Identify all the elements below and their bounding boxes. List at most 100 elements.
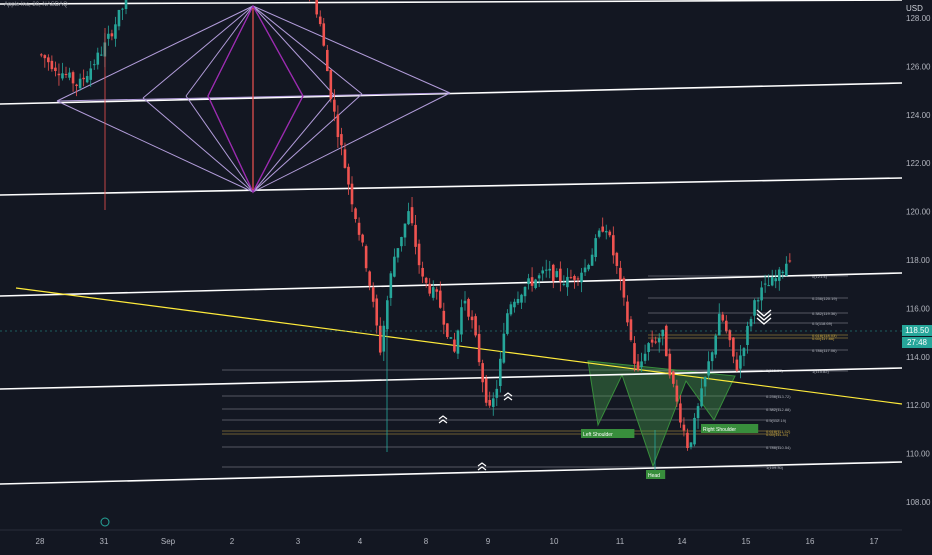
candle-body [463, 300, 467, 304]
support-resistance-layer[interactable] [0, 0, 903, 485]
diamond-core[interactable] [207, 4, 304, 194]
candle-body [580, 272, 583, 283]
candle-body [654, 341, 657, 343]
candle-body [336, 114, 340, 138]
fib-level-label: 0.236(113.72) [766, 394, 791, 399]
diamond-ray[interactable] [185, 5, 254, 97]
fib-level-label: 0.618(111.52) [766, 429, 791, 434]
candle-body [481, 363, 484, 383]
price-axis[interactable]: 108.00 110.00 112.00 114.00 116.00 118.00 120.… [902, 0, 932, 550]
diamond-ray[interactable] [142, 5, 254, 99]
channel-line[interactable] [0, 367, 903, 390]
candle-body [537, 275, 541, 279]
y-tick-label: 128.00 [906, 14, 931, 23]
diamond-ray[interactable] [252, 93, 363, 193]
candle-body [393, 256, 396, 277]
x-tick-label: 4 [358, 537, 363, 546]
head-label-bg [646, 470, 666, 479]
diamond-pattern-layer[interactable] [56, 4, 451, 194]
diamond-ray[interactable] [56, 100, 254, 193]
x-tick-label: 11 [616, 537, 625, 546]
candle-body [728, 330, 732, 341]
candle-body [39, 54, 43, 56]
candle-body [47, 57, 50, 63]
candle-body [640, 361, 643, 368]
dividend-marker-icon[interactable] [100, 517, 110, 527]
candle-body [534, 279, 537, 288]
currency-label[interactable]: USD [906, 4, 923, 13]
candle-body [559, 268, 562, 282]
candle-body [396, 248, 400, 258]
candle-body [421, 267, 424, 277]
y-tick-label: 126.00 [906, 62, 931, 71]
candle-body [703, 376, 707, 387]
candle-body [746, 325, 749, 346]
x-tick-label: 3 [296, 537, 301, 546]
channel-line[interactable] [0, 0, 903, 5]
candle-body [354, 208, 357, 220]
head-and-shoulders-pattern[interactable] [587, 360, 736, 468]
candle-body [347, 166, 350, 185]
candle-body [569, 277, 573, 279]
candle-body [431, 287, 435, 298]
candle-body [375, 298, 379, 326]
fib-level-label: 0.786(117.06) [812, 348, 837, 353]
diamond-ray[interactable] [252, 92, 451, 193]
candle-body [449, 337, 453, 339]
channel-line[interactable] [0, 82, 903, 105]
candle-body [78, 78, 82, 89]
candle-body [389, 273, 393, 298]
candle-body [491, 398, 495, 407]
diamond-ray[interactable] [142, 97, 254, 193]
candle-body [615, 252, 619, 266]
candle-body [679, 403, 682, 423]
candle-body [114, 24, 117, 39]
chevron-up-icon [503, 392, 513, 397]
diamond-ray[interactable] [252, 94, 335, 193]
candle-body [85, 76, 89, 83]
candle-body [629, 319, 633, 341]
candle-body [619, 267, 622, 280]
candle-body [442, 310, 446, 325]
channel-line[interactable] [0, 461, 903, 485]
candle-body [382, 325, 386, 352]
candle-body [121, 8, 124, 10]
candle-body [601, 226, 605, 232]
candle-body [604, 231, 608, 233]
candle-body [573, 275, 576, 280]
candle-body [717, 313, 721, 336]
y-tick-label: 122.00 [906, 159, 931, 168]
candle-body [707, 361, 710, 376]
candle-body [107, 33, 110, 39]
time-axis[interactable]: 28 31 Sep 2 3 4 8 9 10 11 14 15 16 17 [0, 517, 902, 546]
head-and-shoulders-layer[interactable]: Left Shoulder Head Right Shoulder [581, 360, 759, 479]
candle-body [100, 54, 103, 56]
channel-line[interactable] [0, 272, 903, 297]
x-tick-label: 17 [870, 537, 879, 546]
x-tick-label: 31 [100, 537, 109, 546]
y-tick-label: 108.00 [906, 498, 931, 507]
candle-body [643, 353, 647, 361]
diamond-ray[interactable] [252, 5, 335, 96]
channel-line[interactable] [0, 177, 903, 196]
diamond-ray[interactable] [252, 5, 451, 94]
candle-body [608, 231, 612, 236]
diamond-ray[interactable] [56, 5, 254, 102]
candle-body [61, 73, 64, 79]
candle-body [474, 316, 477, 336]
chevron-up-icon [477, 462, 487, 467]
candle-body [664, 325, 668, 357]
chevron-down-icon [756, 309, 772, 317]
diamond-ray[interactable] [252, 5, 363, 95]
candle-body [523, 286, 527, 297]
candle-body [357, 222, 361, 235]
candle-body [333, 99, 336, 112]
diamond-ray[interactable] [185, 95, 254, 193]
bar-countdown-tag: 27:48 [902, 337, 932, 348]
candle-body [502, 333, 506, 363]
candle-body [742, 348, 746, 357]
candle-body [68, 72, 71, 78]
candle-body [689, 442, 693, 448]
